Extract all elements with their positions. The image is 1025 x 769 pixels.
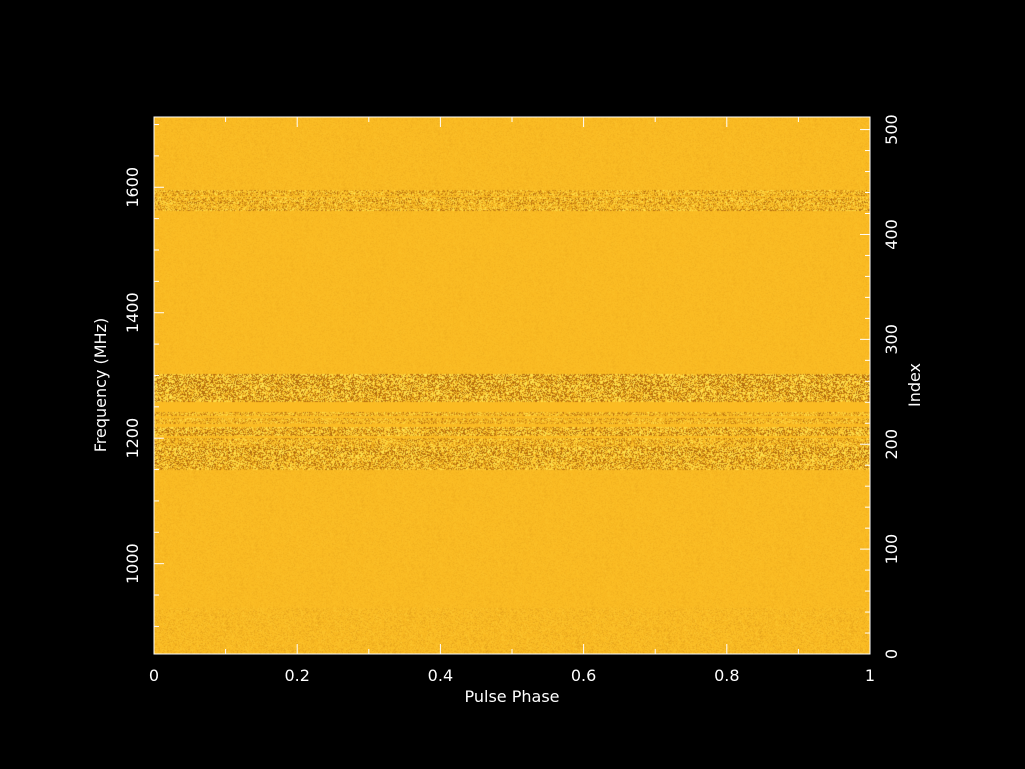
y-axis-label: Frequency (MHz) <box>91 318 110 452</box>
y-tick-label: 1200 <box>123 418 142 459</box>
y2-tick-label: 300 <box>882 324 901 355</box>
y2-tick-label: 200 <box>882 429 901 460</box>
y-tick-label: 1400 <box>123 292 142 333</box>
heatmap-image <box>154 117 870 654</box>
y-axis-tick-labels: 1000 1200 1400 1600 <box>123 167 142 584</box>
x-tick-label: 0.8 <box>714 666 739 685</box>
x-axis-tick-labels: 0 0.2 0.4 0.6 0.8 1 <box>149 666 875 685</box>
y2-tick-label: 500 <box>882 114 901 145</box>
y2-axis-tick-labels: 0 100 200 300 400 500 <box>882 114 901 659</box>
x-tick-label: 1 <box>865 666 875 685</box>
y-axis-ticks <box>154 124 164 627</box>
x-tick-label: 0 <box>149 666 159 685</box>
y-tick-label: 1000 <box>123 543 142 584</box>
y2-tick-label: 400 <box>882 219 901 250</box>
x-tick-label: 0.6 <box>571 666 596 685</box>
y2-axis-ticks <box>860 129 870 655</box>
y-tick-label: 1600 <box>123 167 142 208</box>
x-tick-label: 0.4 <box>428 666 453 685</box>
x-axis-ticks <box>153 117 871 654</box>
phase-frequency-heatmap <box>154 117 870 654</box>
y2-axis-label: Index <box>905 363 924 407</box>
x-tick-label: 0.2 <box>284 666 309 685</box>
y2-tick-label: 0 <box>882 649 901 659</box>
y2-tick-label: 100 <box>882 534 901 565</box>
x-axis-label: Pulse Phase <box>465 687 560 706</box>
